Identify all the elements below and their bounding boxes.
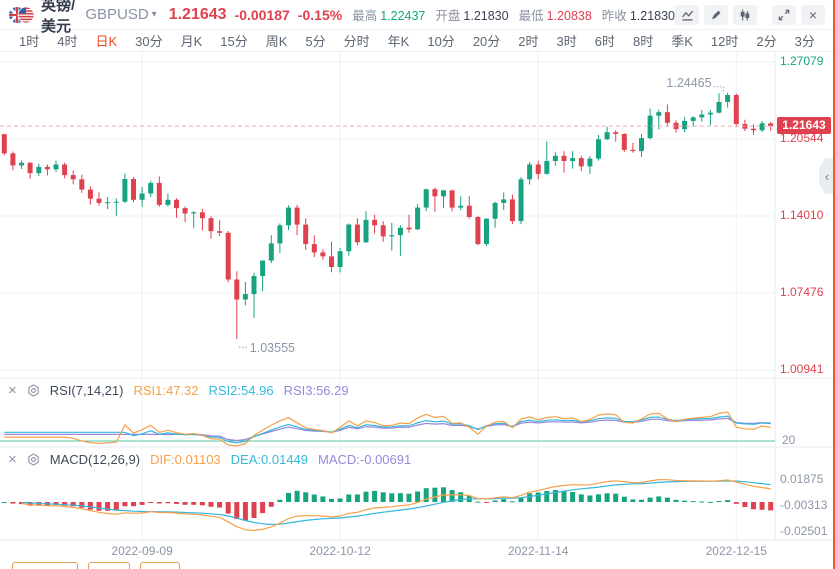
low-annotation: 1.03555 (249, 341, 295, 356)
tab-13[interactable]: 2时 (518, 34, 539, 49)
tab-1[interactable]: 1时 (19, 34, 40, 49)
tab-5[interactable]: 月K (180, 34, 203, 49)
tab-4[interactable]: 30分 (135, 34, 163, 49)
date-axis-label: 2022-12-15 (705, 544, 767, 558)
date-axis-label: 2022-09-09 (111, 544, 173, 558)
tab-8[interactable]: 5分 (305, 34, 326, 49)
last-price: 1.21643 (168, 5, 227, 23)
tab-10[interactable]: 年K (387, 34, 410, 49)
macd-settings-icon[interactable] (27, 452, 40, 466)
price-axis-label: 1.00941 (780, 362, 824, 376)
tab-2[interactable]: 4时 (57, 34, 78, 49)
collapse-panel-handle[interactable]: ‹ (819, 158, 835, 194)
stat-low: 最低 1.20838 (518, 9, 592, 23)
price-change-pct: -0.15% (297, 6, 343, 23)
rsi-close-icon[interactable]: × (8, 381, 17, 399)
bottom-partial-button[interactable] (12, 562, 78, 569)
tab-18[interactable]: 12时 (710, 34, 739, 49)
close-button[interactable]: × (801, 4, 825, 25)
stat-prev-close: 昨收 1.21830 (601, 9, 675, 23)
date-axis-label: 2022-10-12 (309, 544, 371, 558)
price-axis-label: 1.14010 (780, 208, 824, 222)
dif-value: DIF:0.01103 (150, 451, 221, 467)
rsi-settings-icon[interactable] (27, 383, 40, 397)
macd-panel-header: × MACD(12,26,9) DIF:0.01103 DEA:0.01449 … (8, 451, 411, 467)
tab-16[interactable]: 8时 (632, 34, 654, 49)
rsi3-value: RSI3:56.29 (283, 382, 349, 398)
stat-high: 最高 1.22437 (352, 9, 426, 23)
price-axis-label: 1.27079 (780, 54, 824, 68)
tab-15[interactable]: 6时 (594, 34, 615, 49)
macd-axis-label: -0.02501 (780, 524, 828, 538)
price-axis-label: 1.20544 (780, 131, 824, 145)
rsi-level-label: 20 (782, 433, 796, 447)
price-axis-label: 1.07476 (780, 285, 824, 299)
dea-value: DEA:0.01449 (230, 451, 309, 467)
bottom-partial-button[interactable] (88, 562, 130, 569)
line-chart-button[interactable] (675, 4, 699, 25)
tab-9[interactable]: 分时 (343, 34, 370, 49)
tab-7[interactable]: 周K (265, 34, 288, 49)
timeframe-tabs: 1时 4时 日K 30分 月K 15分 周K 5分 分时 年K 10分 20分 2时 3时 6时 8时 季K 12… (0, 30, 835, 52)
tab-14[interactable]: 3时 (556, 34, 577, 49)
tab-20[interactable]: 3分 (794, 34, 815, 49)
candlestick-chart-svg (0, 52, 835, 541)
rsi1-value: RSI1:47.32 (133, 382, 199, 398)
current-price-badge: 1.21643 (777, 117, 831, 135)
tab-17[interactable]: 季K (671, 34, 693, 49)
tab-3[interactable]: 日K (95, 34, 118, 49)
gbpusd-flag-icon (8, 6, 35, 24)
chart-area[interactable]: × RSI(7,14,21) RSI1:47.32 RSI2:54.96 RSI… (0, 52, 835, 569)
tab-19[interactable]: 2分 (756, 34, 777, 49)
macd-close-icon[interactable]: × (8, 450, 17, 468)
window-edge-line (833, 0, 835, 569)
tab-6[interactable]: 15分 (220, 34, 248, 49)
symbol-dropdown-caret[interactable]: ▾ (151, 9, 157, 20)
pair-symbol: GBPUSD (85, 6, 149, 23)
rsi-indicator-name: RSI(7,14,21) (49, 382, 124, 398)
price-change: -0.00187 (234, 6, 290, 23)
fullscreen-button[interactable] (772, 4, 796, 25)
macd-axis-label: -0.00313 (780, 497, 828, 512)
pair-title: 英镑/美元 (41, 0, 76, 35)
macd-value: MACD:-0.00691 (318, 451, 412, 467)
high-annotation: 1.24465 (666, 75, 712, 90)
macd-indicator-name: MACD(12,26,9) (49, 451, 141, 467)
rsi2-value: RSI2:54.96 (208, 382, 274, 398)
tab-11[interactable]: 10分 (427, 34, 455, 49)
header-toolbar: × (675, 4, 825, 25)
rsi-panel-header: × RSI(7,14,21) RSI1:47.32 RSI2:54.96 RSI… (8, 382, 349, 398)
stat-open: 开盘 1.21830 (435, 9, 509, 23)
draw-button[interactable] (704, 4, 728, 25)
header: 英镑/美元 GBPUSD ▾ 1.21643 -0.00187 -0.15% 最… (0, 0, 835, 35)
macd-axis-label: 0.01875 (780, 471, 824, 486)
date-axis-label: 2022-11-14 (507, 544, 569, 558)
candle-style-button[interactable] (733, 4, 757, 25)
tab-12[interactable]: 20分 (472, 34, 501, 49)
bottom-partial-button[interactable] (140, 562, 180, 569)
